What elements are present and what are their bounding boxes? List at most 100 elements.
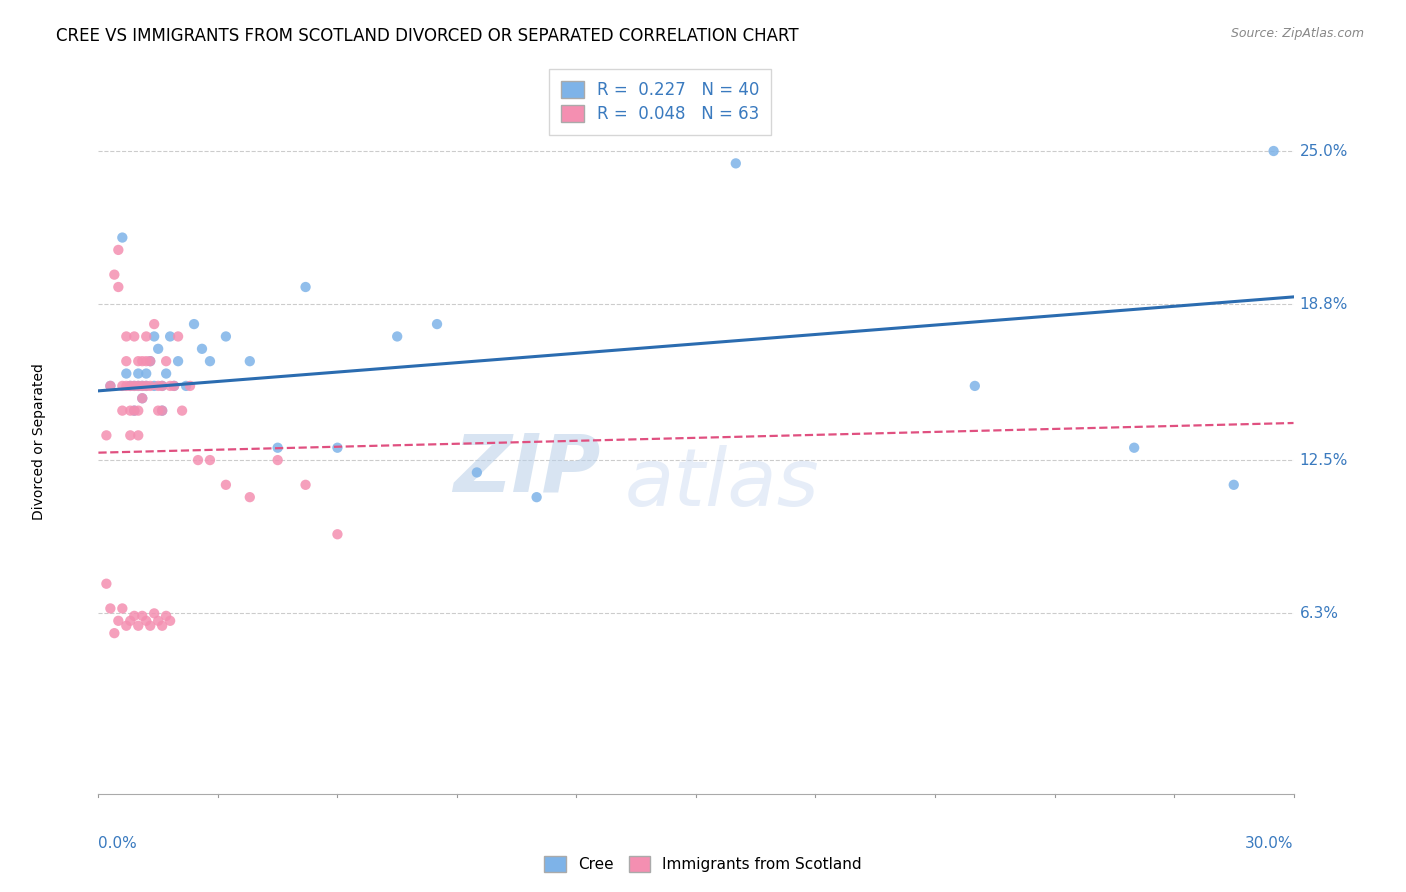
Point	[148, 403, 170, 417]
Text: ZIP: ZIP	[453, 431, 600, 508]
Point	[98, 379, 122, 393]
Point	[135, 354, 157, 368]
Point	[143, 607, 166, 621]
Point	[294, 280, 316, 294]
Point	[215, 478, 238, 492]
Point	[131, 354, 153, 368]
Point	[127, 367, 149, 381]
Point	[326, 441, 349, 455]
Point	[131, 379, 153, 393]
Point	[159, 329, 181, 343]
Point	[115, 379, 138, 393]
Point	[120, 403, 142, 417]
Text: Source: ZipAtlas.com: Source: ZipAtlas.com	[1230, 27, 1364, 40]
Text: Divorced or Separated: Divorced or Separated	[32, 363, 45, 520]
Point	[98, 379, 122, 393]
Point	[167, 329, 190, 343]
Point	[127, 379, 149, 393]
Point	[111, 230, 134, 244]
Text: CREE VS IMMIGRANTS FROM SCOTLAND DIVORCED OR SEPARATED CORRELATION CHART: CREE VS IMMIGRANTS FROM SCOTLAND DIVORCE…	[56, 27, 799, 45]
Point	[155, 367, 177, 381]
Point	[198, 453, 221, 467]
Point	[131, 391, 153, 405]
Point	[1263, 144, 1285, 158]
Point	[111, 403, 134, 417]
Point	[135, 379, 157, 393]
Point	[124, 403, 146, 417]
Legend: Cree, Immigrants from Scotland: Cree, Immigrants from Scotland	[537, 848, 869, 880]
Point	[187, 453, 209, 467]
Point	[127, 619, 149, 633]
Point	[148, 342, 170, 356]
Point	[150, 403, 173, 417]
Point	[131, 379, 153, 393]
Point	[191, 342, 214, 356]
Point	[120, 379, 142, 393]
Text: 18.8%: 18.8%	[1299, 297, 1348, 312]
Point	[426, 317, 449, 331]
Point	[107, 243, 129, 257]
Point	[120, 428, 142, 442]
Point	[124, 379, 146, 393]
Point	[139, 354, 162, 368]
Text: 0.0%: 0.0%	[98, 836, 138, 851]
Point	[198, 354, 221, 368]
Point	[294, 478, 316, 492]
Point	[167, 354, 190, 368]
Point	[326, 527, 349, 541]
Point	[103, 626, 125, 640]
Point	[124, 608, 146, 623]
Point	[526, 490, 548, 504]
Point	[107, 614, 129, 628]
Point	[172, 403, 194, 417]
Text: 12.5%: 12.5%	[1299, 452, 1348, 467]
Point	[115, 367, 138, 381]
Point	[150, 403, 173, 417]
Point	[139, 379, 162, 393]
Point	[215, 329, 238, 343]
Point	[150, 379, 173, 393]
Point	[131, 391, 153, 405]
Point	[127, 354, 149, 368]
Point	[124, 403, 146, 417]
Point	[111, 601, 134, 615]
Point	[155, 354, 177, 368]
Point	[139, 354, 162, 368]
Point	[143, 329, 166, 343]
Point	[120, 379, 142, 393]
Point	[143, 379, 166, 393]
Text: 25.0%: 25.0%	[1299, 144, 1348, 159]
Point	[963, 379, 986, 393]
Point	[111, 379, 134, 393]
Point	[127, 403, 149, 417]
Point	[143, 317, 166, 331]
Point	[135, 379, 157, 393]
Point	[465, 466, 488, 480]
Point	[107, 280, 129, 294]
Point	[239, 354, 262, 368]
Point	[179, 379, 201, 393]
Point	[115, 354, 138, 368]
Point	[139, 619, 162, 633]
Point	[174, 379, 197, 393]
Point	[267, 453, 290, 467]
Point	[163, 379, 186, 393]
Point	[148, 614, 170, 628]
Point	[1123, 441, 1146, 455]
Point	[385, 329, 409, 343]
Point	[98, 601, 122, 615]
Point	[150, 619, 173, 633]
Point	[124, 329, 146, 343]
Point	[159, 379, 181, 393]
Text: 30.0%: 30.0%	[1246, 836, 1294, 851]
Point	[135, 329, 157, 343]
Text: atlas: atlas	[624, 445, 820, 523]
Point	[148, 379, 170, 393]
Point	[115, 619, 138, 633]
Point	[127, 428, 149, 442]
Point	[96, 576, 118, 591]
Text: 6.3%: 6.3%	[1299, 606, 1339, 621]
Point	[163, 379, 186, 393]
Point	[150, 379, 173, 393]
Point	[239, 490, 262, 504]
